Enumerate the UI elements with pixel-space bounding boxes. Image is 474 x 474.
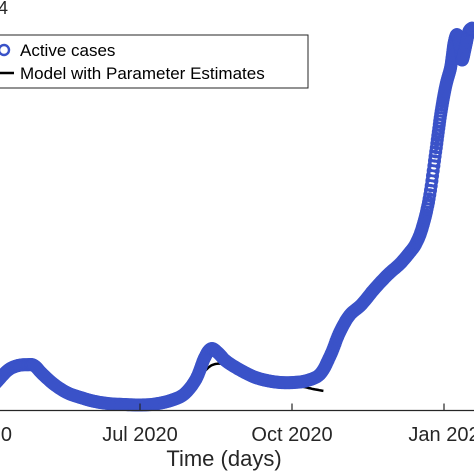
legend-active-cases-swatch [0, 43, 11, 57]
marker-layer [0, 21, 474, 412]
axis-exponent-label: 4 [0, 0, 8, 18]
tick-layer: 2020 Jul 2020 Oct 2020 Jan 202 [0, 403, 474, 446]
x-tick-label: Jan 202 [408, 424, 474, 446]
x-tick-label: Oct 2020 [251, 424, 332, 446]
active-cases-marker [465, 21, 474, 35]
legend: Active cases Model with Parameter Estima… [0, 34, 309, 89]
x-axis-label: Time (days) [166, 446, 281, 471]
x-tick-label: Jul 2020 [102, 424, 178, 446]
legend-active-cases-label: Active cases [20, 41, 115, 60]
x-tick-label: 2020 [0, 424, 12, 446]
legend-model-label: Model with Parameter Estimates [20, 64, 265, 83]
legend-box [0, 34, 309, 89]
